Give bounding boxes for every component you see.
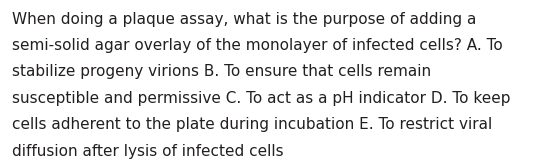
Text: susceptible and permissive C. To act as a pH indicator D. To keep: susceptible and permissive C. To act as … [12, 91, 511, 106]
Text: When doing a plaque assay, what is the purpose of adding a: When doing a plaque assay, what is the p… [12, 12, 477, 27]
Text: diffusion after lysis of infected cells: diffusion after lysis of infected cells [12, 144, 284, 159]
Text: stabilize progeny virions B. To ensure that cells remain: stabilize progeny virions B. To ensure t… [12, 64, 431, 79]
Text: cells adherent to the plate during incubation E. To restrict viral: cells adherent to the plate during incub… [12, 117, 493, 132]
Text: semi-solid agar overlay of the monolayer of infected cells? A. To: semi-solid agar overlay of the monolayer… [12, 38, 503, 53]
